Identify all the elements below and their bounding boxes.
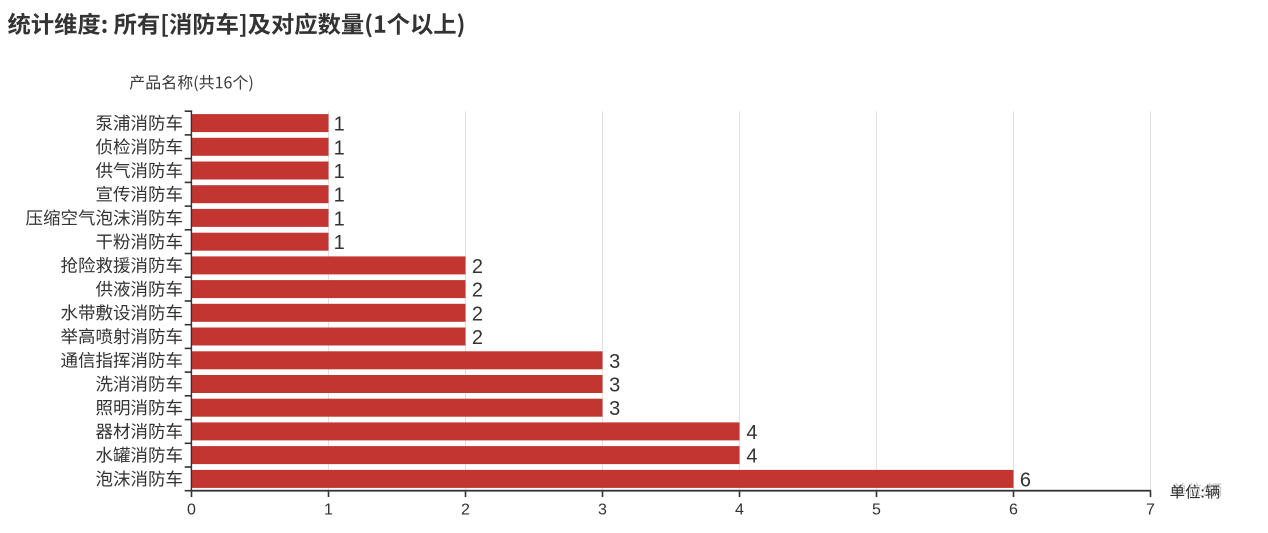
svg-text:5: 5	[872, 502, 881, 519]
svg-text:1: 1	[334, 137, 345, 159]
svg-text:2: 2	[472, 327, 483, 349]
svg-text:3: 3	[609, 375, 620, 397]
svg-text:3: 3	[598, 502, 607, 519]
svg-text:3: 3	[609, 398, 620, 420]
svg-text:4: 4	[746, 446, 757, 468]
svg-text:4: 4	[746, 422, 757, 444]
svg-text:1: 1	[334, 208, 345, 230]
svg-text:2: 2	[461, 502, 470, 519]
svg-text:1: 1	[324, 502, 333, 519]
svg-text:3: 3	[609, 351, 620, 373]
svg-text:2: 2	[472, 303, 483, 325]
svg-text:1: 1	[334, 161, 345, 183]
svg-text:1: 1	[334, 185, 345, 207]
svg-text:2: 2	[472, 280, 483, 302]
svg-text:7: 7	[1146, 502, 1155, 519]
svg-text:1: 1	[334, 232, 345, 254]
svg-text:4: 4	[735, 502, 744, 519]
svg-text:1: 1	[334, 114, 345, 136]
svg-text:2: 2	[472, 256, 483, 278]
svg-text:6: 6	[1009, 502, 1018, 519]
svg-text:0: 0	[187, 502, 196, 519]
svg-text:6: 6	[1020, 469, 1031, 491]
